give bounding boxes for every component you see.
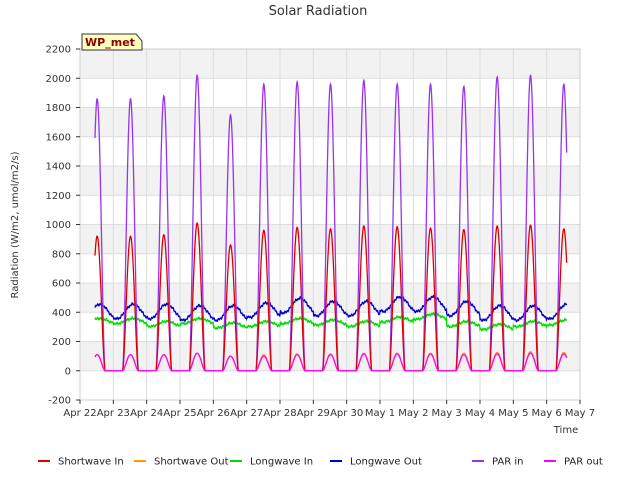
background-band (80, 49, 580, 79)
x-tick-label: Apr 22 (63, 408, 96, 419)
y-axis-label: Radiation (W/m2, umol/m2/s) (10, 151, 21, 298)
y-tick-label: 200 (52, 337, 71, 348)
y-tick-label: 0 (65, 366, 71, 377)
x-tick-label: Apr 25 (163, 408, 196, 419)
series-layer (94, 73, 568, 372)
x-tick-label: Apr 27 (230, 408, 263, 419)
y-tick-label: 600 (52, 279, 71, 290)
background-band (80, 107, 580, 137)
y-tick-label: 1000 (46, 220, 71, 231)
x-tick-label: Apr 30 (330, 408, 363, 419)
legend-label-par-in: PAR in (492, 457, 523, 468)
y-tick-label: -200 (48, 396, 71, 407)
badge-shape (81, 33, 143, 51)
x-tick-label: Apr 29 (297, 408, 330, 419)
legend-label-par-out: PAR out (564, 457, 603, 468)
y-tick-label: 800 (52, 249, 71, 260)
x-axis: Apr 22 Apr 23 Apr 24 Apr 25 Apr 26 Apr 27 Apr … (63, 400, 595, 419)
series-line-longwave-in (94, 311, 568, 332)
x-tick-label: Apr 26 (197, 408, 230, 419)
y-tick-label: 400 (52, 308, 71, 319)
y-tick-label: 1800 (46, 103, 71, 114)
series-line-par-out (94, 352, 568, 372)
x-tick-label: Apr 28 (263, 408, 296, 419)
legend: Shortwave In Shortwave Out Longwave In Long… (38, 457, 603, 468)
y-tick-label: 2200 (46, 45, 71, 56)
chart-title: Solar Radiation (269, 4, 368, 19)
station-badge: WP_met (81, 33, 143, 51)
legend-label-shortwave-out: Shortwave Out (154, 457, 229, 468)
x-tick-label: May 4 (465, 408, 495, 419)
x-tick-label: May 3 (432, 408, 462, 419)
background-band (80, 341, 580, 371)
y-axis: -200 0 200 400 600 800 1000 1200 1400 1600 1800 200… (46, 45, 80, 407)
legend-label-shortwave-in: Shortwave In (58, 457, 124, 468)
x-tick-label: May 6 (532, 408, 562, 419)
x-tick-label: May 5 (498, 408, 528, 419)
x-tick-label: May 1 (365, 408, 395, 419)
badge-label: WP_met (85, 36, 135, 49)
x-axis-label: Time (553, 425, 578, 436)
y-tick-label: 1600 (46, 132, 71, 143)
x-tick-label: Apr 24 (130, 408, 163, 419)
x-tick-label: Apr 23 (97, 408, 130, 419)
x-tick-label: May 7 (565, 408, 595, 419)
y-tick-label: 1400 (46, 162, 71, 173)
y-tick-label: 1200 (46, 191, 71, 202)
background-band (80, 166, 580, 196)
legend-label-longwave-out: Longwave Out (350, 457, 422, 468)
series-line-longwave-out (94, 294, 568, 323)
x-tick-label: May 2 (398, 408, 428, 419)
y-tick-label: 2000 (46, 74, 71, 85)
legend-label-longwave-in: Longwave In (250, 457, 313, 468)
